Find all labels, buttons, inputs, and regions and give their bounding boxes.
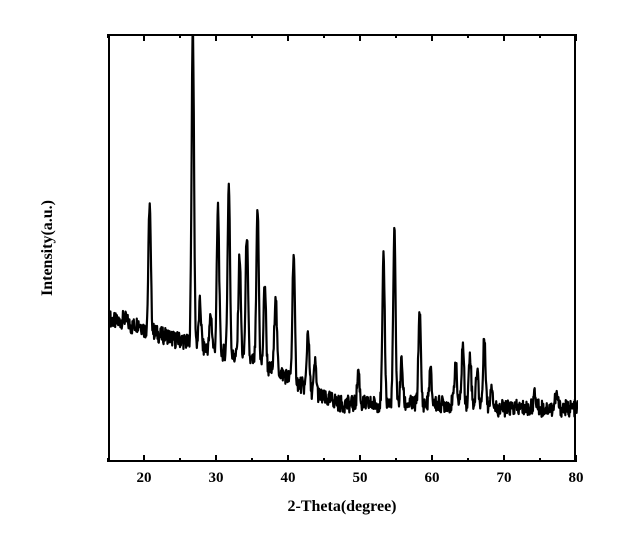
x-tick-minor xyxy=(179,34,181,38)
x-tick-label: 80 xyxy=(569,470,584,487)
x-tick-major xyxy=(431,34,433,41)
x-tick-major xyxy=(359,34,361,41)
x-tick-minor xyxy=(323,34,325,38)
x-tick-minor xyxy=(323,458,325,462)
x-tick-minor xyxy=(107,458,109,462)
x-tick-major xyxy=(431,455,433,462)
xrd-line xyxy=(110,36,578,464)
xrd-trace xyxy=(110,36,578,417)
x-tick-minor xyxy=(251,34,253,38)
x-axis-label: 2-Theta(degree) xyxy=(288,498,397,516)
x-tick-minor xyxy=(539,34,541,38)
x-tick-major xyxy=(575,455,577,462)
xrd-chart: Intensity(a.u.) 2-Theta(degree) 20 30 40 50… xyxy=(0,0,618,544)
x-tick-label: 50 xyxy=(353,470,368,487)
x-tick-minor xyxy=(179,458,181,462)
y-axis-label: Intensity(a.u.) xyxy=(39,200,57,296)
x-tick-minor xyxy=(467,34,469,38)
x-tick-minor xyxy=(251,458,253,462)
x-tick-major xyxy=(359,455,361,462)
x-tick-major xyxy=(503,455,505,462)
x-tick-minor xyxy=(395,34,397,38)
x-tick-minor xyxy=(107,34,109,38)
plot-area xyxy=(108,34,576,462)
x-tick-label: 70 xyxy=(497,470,512,487)
x-tick-major xyxy=(287,455,289,462)
x-tick-major xyxy=(287,34,289,41)
x-tick-label: 40 xyxy=(281,470,296,487)
x-tick-major xyxy=(143,34,145,41)
x-tick-minor xyxy=(539,458,541,462)
x-tick-major xyxy=(143,455,145,462)
x-tick-label: 30 xyxy=(209,470,224,487)
x-tick-label: 60 xyxy=(425,470,440,487)
x-tick-minor xyxy=(395,458,397,462)
x-tick-major xyxy=(503,34,505,41)
x-tick-label: 20 xyxy=(137,470,152,487)
x-tick-major xyxy=(215,455,217,462)
x-tick-major xyxy=(575,34,577,41)
x-tick-minor xyxy=(467,458,469,462)
x-tick-major xyxy=(215,34,217,41)
